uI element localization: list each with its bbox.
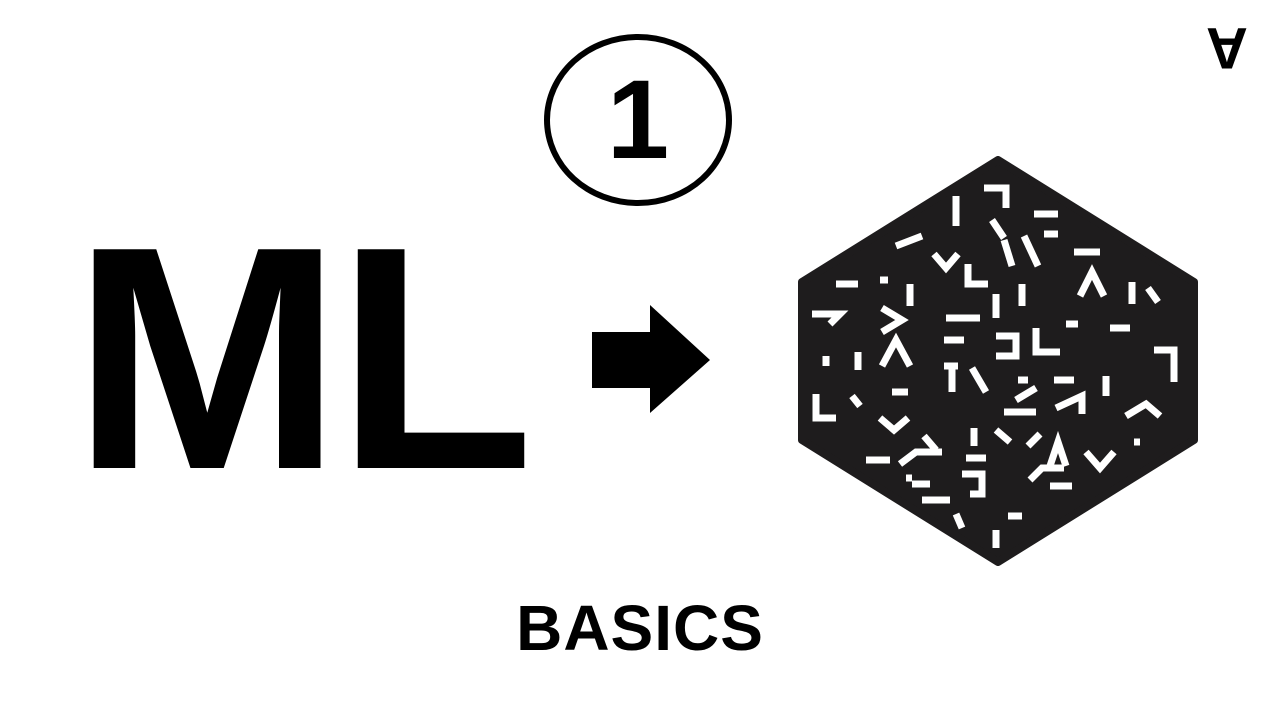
episode-number: 1 xyxy=(606,57,670,182)
episode-number-badge: 1 xyxy=(544,34,732,206)
glyph-hexagon-icon xyxy=(798,156,1198,566)
main-title: ML xyxy=(72,181,534,536)
right-arrow-icon xyxy=(592,305,710,413)
subtitle: BASICS xyxy=(516,592,764,664)
upside-down-a-logo: A xyxy=(1206,15,1248,80)
